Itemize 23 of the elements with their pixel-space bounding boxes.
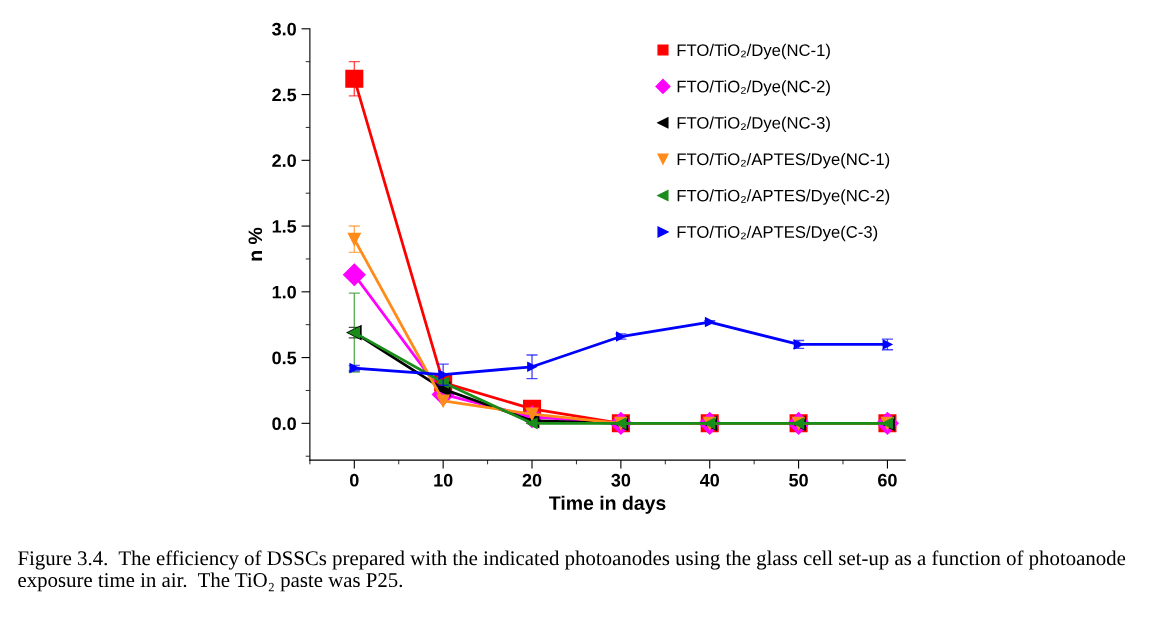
x-tick-label: 30	[611, 473, 631, 487]
x-tick-label: 10	[434, 473, 453, 487]
y-axis-title: n %	[248, 227, 263, 261]
caption: Figure 3.4. The efficiency of DSSCs prepared with the indicated photoanodes using the glass cell set-up as a function of photoanode exposure time in air. The TiO₂ paste was P25.	[18, 550, 1126, 592]
y-tick-label: 2.5	[272, 88, 297, 102]
x-tick-label: 0	[350, 473, 359, 487]
legend-label: FTO/TiO₂/APTES/Dye(C-3)	[677, 225, 878, 242]
x-tick-label: 40	[699, 473, 720, 487]
x-axis-title: Time in days	[549, 495, 666, 514]
y-tick-label: 0.0	[272, 417, 296, 431]
legend-label: FTO/TiO₂/Dye(NC-1)	[677, 43, 830, 60]
legend-label: FTO/TiO₂/APTES/Dye(NC-2)	[677, 189, 890, 205]
y-tick-label: 2.0	[272, 154, 296, 168]
x-tick-label: 50	[789, 473, 808, 487]
legend-label: FTO/TiO₂/APTES/Dye(NC-1)	[677, 152, 890, 169]
y-tick-label: 1.5	[272, 220, 297, 233]
y-tick-label: 0.5	[272, 351, 297, 365]
y-tick-label: 1.0	[272, 285, 296, 299]
x-tick-label: 60	[878, 473, 897, 487]
y-tick-label: 3.0	[272, 22, 296, 36]
x-tick-label: 20	[522, 473, 542, 487]
legend-label: FTO/TiO₂/Dye(NC-3)	[677, 116, 830, 133]
legend-label: FTO/TiO₂/Dye(NC-2)	[677, 80, 830, 96]
